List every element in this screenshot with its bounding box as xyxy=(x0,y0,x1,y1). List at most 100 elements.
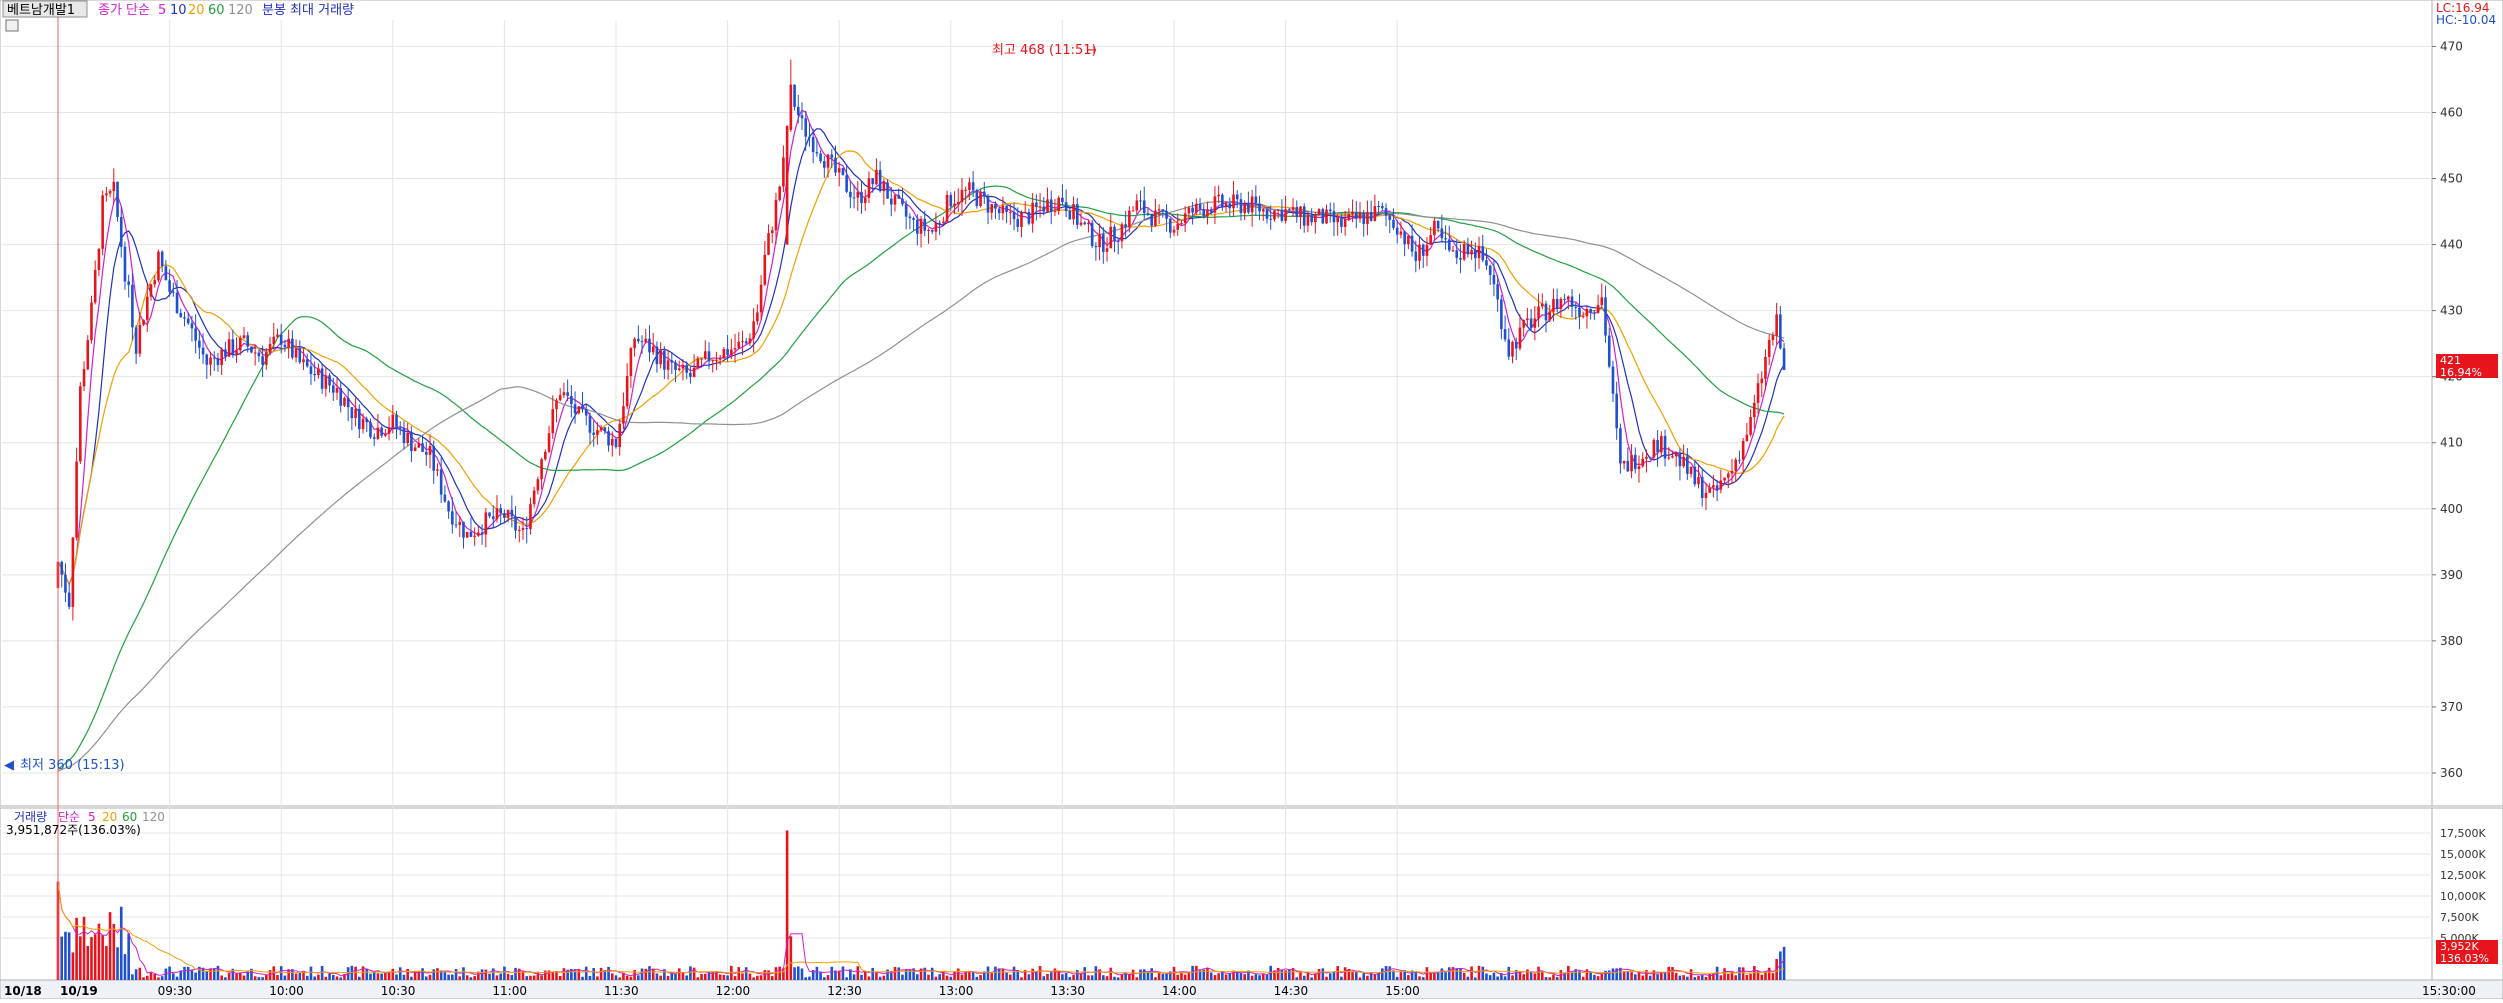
volume-bar xyxy=(927,974,930,980)
volume-bar xyxy=(942,971,945,980)
candle-body xyxy=(960,190,964,203)
time-tick-label: 11:00 xyxy=(492,984,527,998)
volume-bar xyxy=(495,975,499,980)
volume-bar xyxy=(231,968,235,980)
candle-body xyxy=(153,280,157,285)
volume-bar xyxy=(1369,972,1373,980)
candle-body xyxy=(1142,200,1146,214)
candle-body xyxy=(186,318,190,324)
volume-bar xyxy=(488,973,491,980)
volume-bar xyxy=(1373,973,1377,980)
volume-bar xyxy=(1191,965,1194,980)
candle-body xyxy=(1451,250,1455,252)
candle-body xyxy=(1436,220,1440,229)
candle-body xyxy=(1604,297,1607,336)
candle-body xyxy=(1061,197,1064,203)
volume-bar xyxy=(1540,972,1544,980)
ma-period-120: 120 xyxy=(228,3,253,18)
volume-bar xyxy=(1645,970,1648,980)
candle-body xyxy=(1689,466,1693,474)
volume-bar xyxy=(1016,969,1020,980)
volume-bar xyxy=(514,967,517,980)
volume-bar xyxy=(540,975,543,980)
time-tick-label: 13:30 xyxy=(1050,984,1085,998)
candle-body xyxy=(265,352,268,365)
candle-body xyxy=(242,335,246,338)
candle-body xyxy=(108,190,112,194)
candle-body xyxy=(179,312,183,318)
candle-body xyxy=(372,437,376,439)
candle-body xyxy=(1258,203,1261,212)
volume-bar xyxy=(1697,975,1700,980)
volume-bar xyxy=(674,974,677,980)
candle-body xyxy=(529,504,532,529)
volume-bar xyxy=(960,974,964,980)
volume-bar xyxy=(402,974,406,980)
volume-bar xyxy=(979,975,982,980)
candle-body xyxy=(871,178,874,185)
candles xyxy=(56,59,1786,621)
candle-body xyxy=(1570,296,1574,307)
candle-body xyxy=(1563,298,1566,300)
candle-body xyxy=(648,338,651,353)
candle-body xyxy=(596,430,599,435)
last-volume-badge xyxy=(2436,940,2498,964)
candle-body xyxy=(1369,212,1373,221)
candle-body xyxy=(1314,215,1317,223)
volume-bar xyxy=(871,967,874,980)
grid-toggle-icon[interactable] xyxy=(5,19,19,32)
volume-bar xyxy=(1421,977,1425,980)
volume-bar xyxy=(532,975,536,980)
volume-bar xyxy=(1228,973,1232,980)
candle-body xyxy=(544,451,547,460)
volume-bar xyxy=(975,976,979,980)
volume-bar xyxy=(1760,974,1764,980)
price-tick-label: 390 xyxy=(2440,568,2463,582)
volume-bar xyxy=(1302,975,1306,980)
candle-body xyxy=(927,230,930,232)
candle-body xyxy=(916,219,919,234)
candle-body xyxy=(811,137,815,152)
candle-body xyxy=(1615,393,1618,429)
volume-bar xyxy=(335,976,339,980)
volume-bar xyxy=(1273,970,1276,980)
volume-bar xyxy=(369,973,372,980)
candle-body xyxy=(79,386,82,462)
volume-bar xyxy=(1310,977,1313,980)
stock-name-box[interactable] xyxy=(2,0,88,18)
volume-bar xyxy=(1652,970,1656,980)
candle-body xyxy=(175,292,179,313)
candle-body xyxy=(953,203,956,207)
candle-body xyxy=(320,368,324,389)
candle-body xyxy=(1384,208,1388,216)
volume-bar xyxy=(1075,969,1079,980)
volume-bar xyxy=(1615,968,1618,980)
candle-body xyxy=(339,388,343,406)
candle-body xyxy=(882,182,886,192)
candle-body xyxy=(1321,209,1325,224)
volume-bar xyxy=(350,965,354,980)
volume-bar xyxy=(1347,968,1351,980)
candle-body xyxy=(231,339,235,355)
volume-bar xyxy=(1726,973,1730,980)
volume-bar xyxy=(1183,974,1187,980)
volume-label: 거래량 xyxy=(14,810,47,824)
candle-body xyxy=(1466,243,1470,255)
candle-body xyxy=(651,346,655,353)
candle-body xyxy=(703,351,707,359)
volume-bar xyxy=(1362,973,1366,980)
volume-bar xyxy=(298,972,302,980)
volume-bar xyxy=(971,971,975,980)
candle-body xyxy=(1619,428,1622,464)
candle-body xyxy=(1273,210,1276,220)
volume-bar xyxy=(1061,974,1064,980)
volume-bar xyxy=(1261,973,1265,980)
volume-bar xyxy=(856,966,860,980)
volume-bar xyxy=(79,936,82,980)
volume-bar xyxy=(1161,973,1165,980)
candle-body xyxy=(220,349,223,366)
volume-bar xyxy=(1254,974,1258,980)
candle-body xyxy=(1589,308,1592,313)
volume-bar xyxy=(529,975,532,980)
